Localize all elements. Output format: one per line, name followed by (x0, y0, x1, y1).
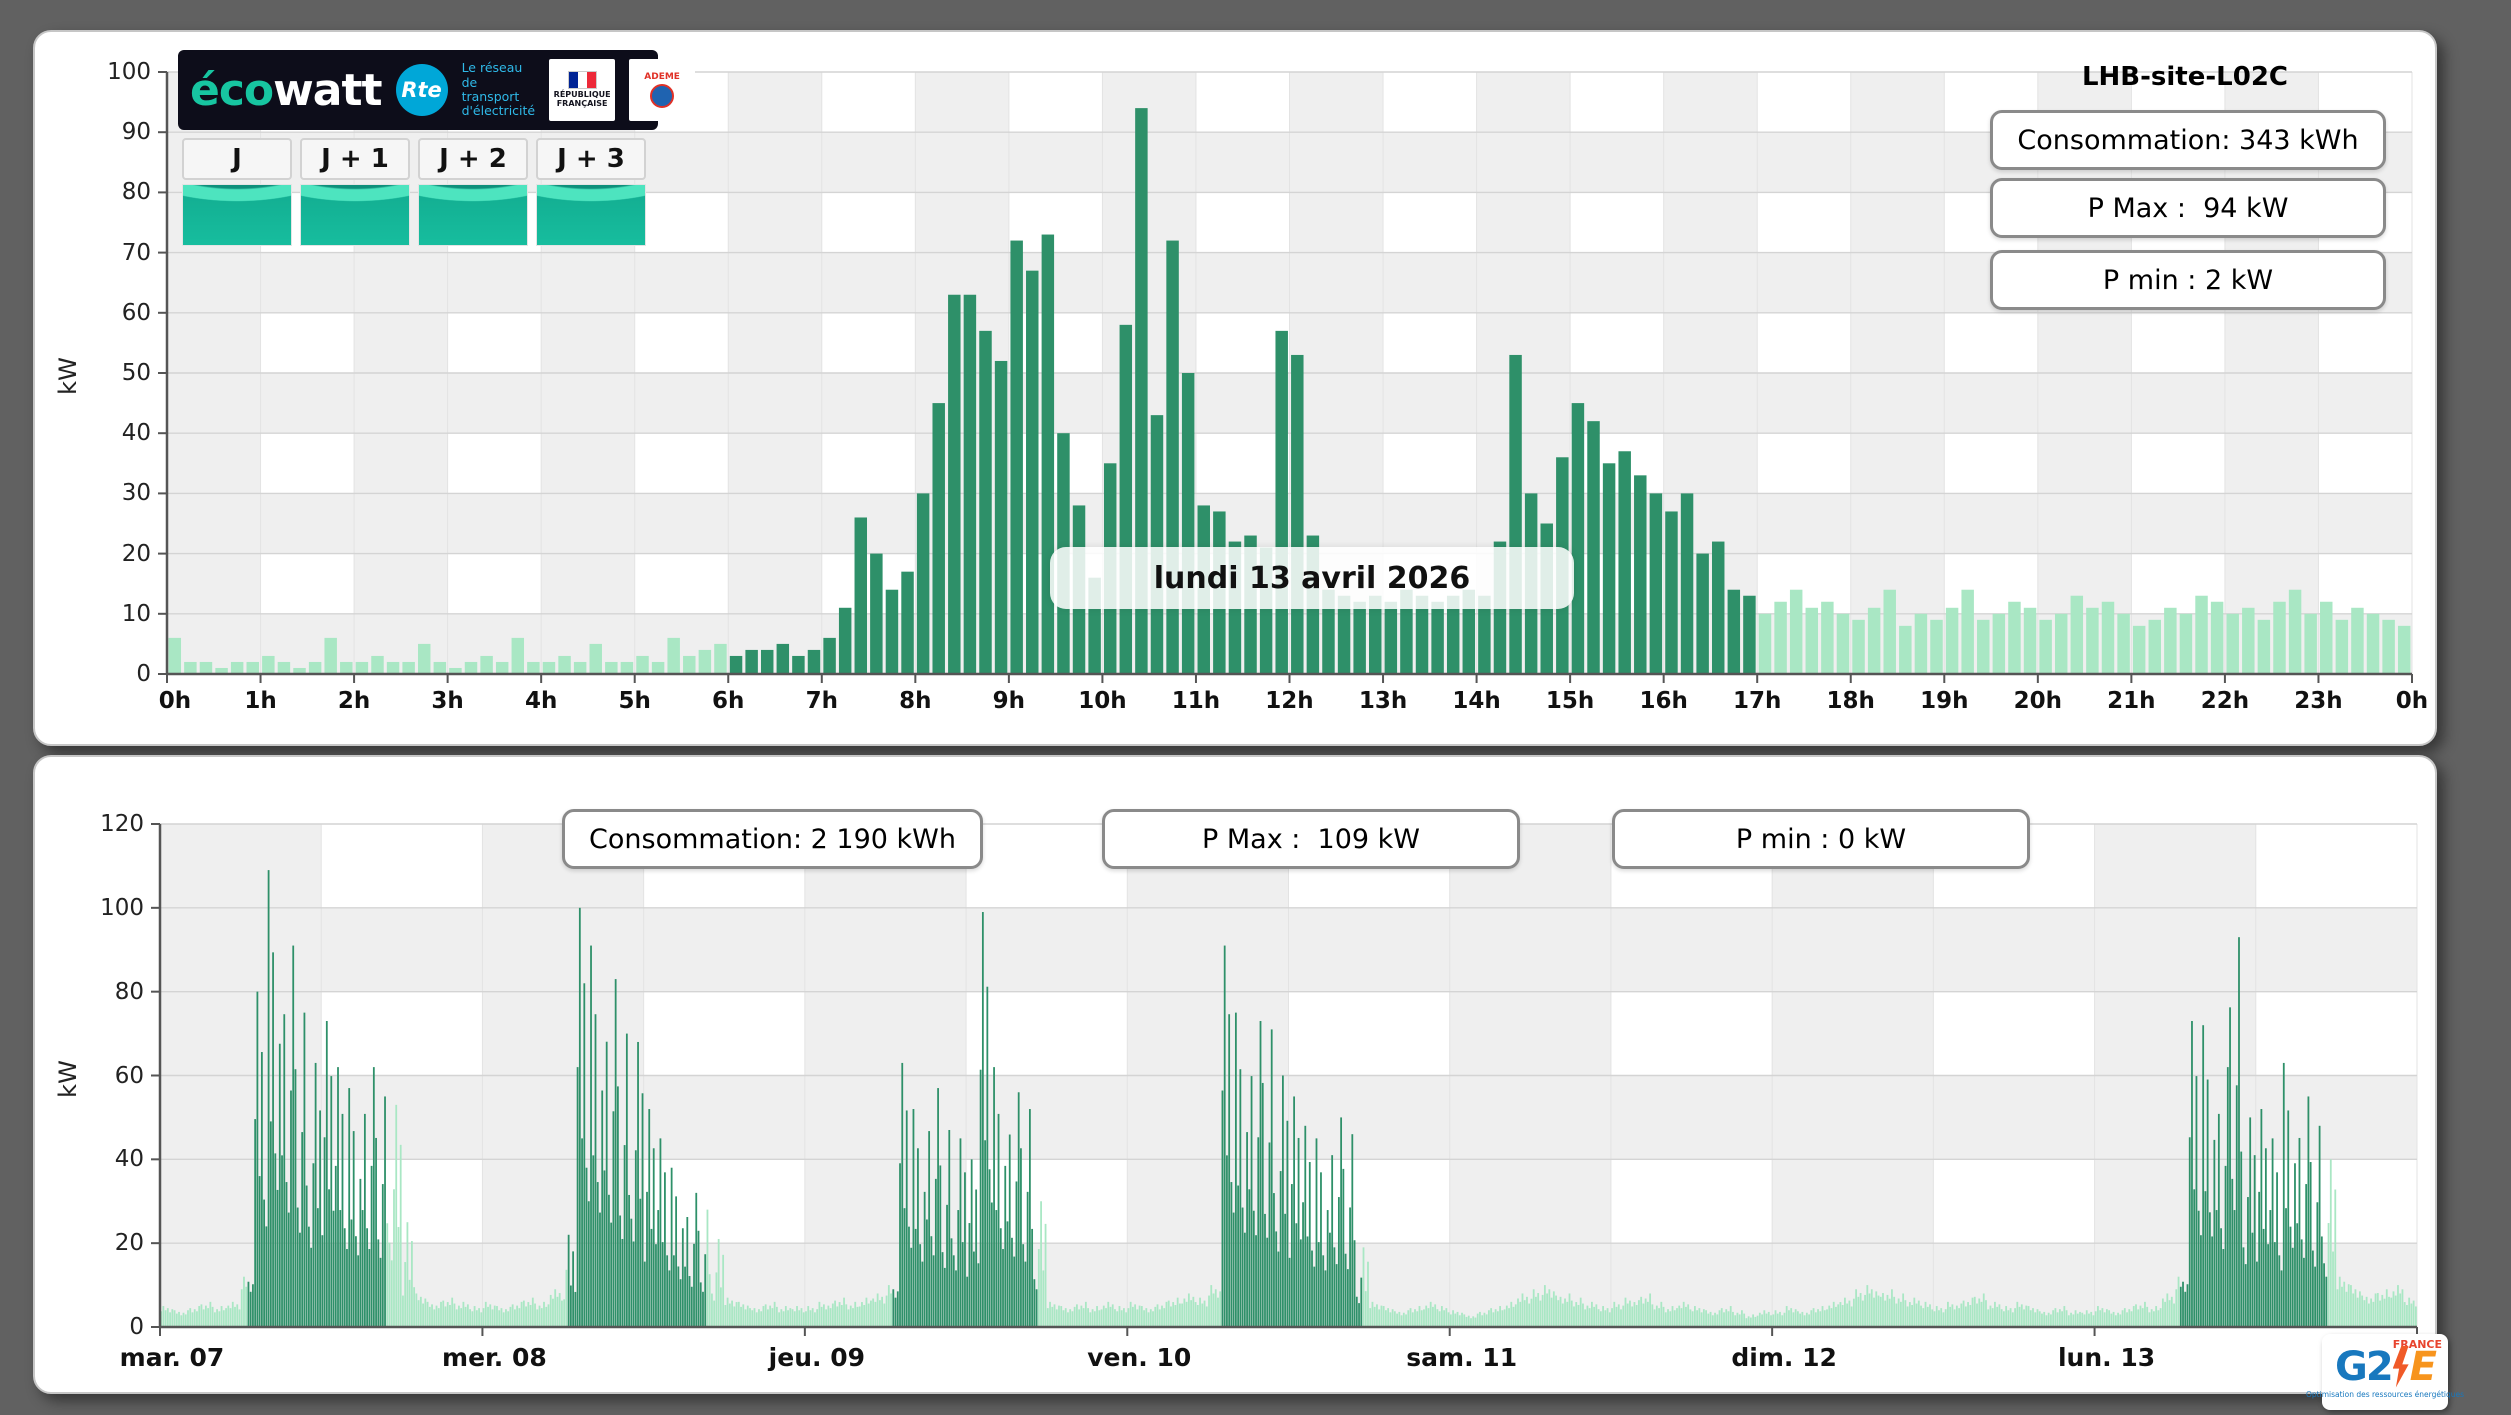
week-consumption-badge: Consommation: 2 190 kWh (562, 809, 983, 869)
republique-francaise-logo: RÉPUBLIQUE FRANÇAISE (549, 59, 616, 121)
ademe-globe-icon (650, 84, 675, 108)
ecowatt-forecast-tile-j2[interactable] (418, 184, 528, 246)
day-chart-canvas[interactable] (158, 71, 2413, 683)
ecowatt-forecast-tile-j1[interactable] (300, 184, 410, 246)
g2e-tagline: Optimisation des ressources énergétiques (2306, 1389, 2465, 1399)
rte-tagline: Le réseau de transport d'électricité (461, 60, 536, 119)
week-chart-plot-area[interactable] (151, 823, 2418, 1336)
week-y-axis-title: kW (53, 1060, 82, 1098)
day-y-axis-title: kW (53, 357, 82, 395)
day-consumption-badge: Consommation: 343 kWh (1990, 110, 2386, 170)
day-pmax-badge: P Max : 94 kW (1990, 178, 2386, 238)
ecowatt-forecast-tile-j3[interactable] (536, 184, 646, 246)
day-button-j1[interactable]: J + 1 (300, 138, 410, 180)
day-pmin-badge: P min : 2 kW (1990, 250, 2386, 310)
day-button-j3[interactable]: J + 3 (536, 138, 646, 180)
site-title: LHB-site-L02C (2081, 62, 2288, 92)
day-chart-panel: kW écowatt Rte Le réseau de transport d'… (33, 30, 2437, 746)
french-flag-icon (567, 71, 597, 90)
ecowatt-logo: écowatt Rte Le réseau de transport d'éle… (178, 50, 696, 130)
rte-logo-icon: Rte (395, 64, 448, 116)
ecowatt-forecast-tile-j[interactable] (182, 184, 292, 246)
week-pmax-badge: P Max : 109 kW (1102, 809, 1520, 869)
g2e-france-logo: FRANCE G2 E Optimisation des ressources … (2306, 1334, 2464, 1410)
day-chart-plot-area[interactable] (158, 71, 2413, 683)
lightning-bolt-icon (2392, 1345, 2409, 1388)
week-chart-panel: kW Consommation: 2 190 kWh P Max : 109 k… (33, 755, 2464, 1410)
day-button-j2[interactable]: J + 2 (418, 138, 528, 180)
ecowatt-wordmark: écowatt (190, 64, 383, 116)
week-chart-canvas[interactable] (151, 823, 2418, 1336)
day-button-j[interactable]: J (182, 138, 292, 180)
date-label: lundi 13 avril 2026 (1050, 547, 1574, 609)
g2e-france-label: FRANCE (2392, 1338, 2442, 1351)
ademe-logo: ADEME (629, 59, 696, 121)
week-pmin-badge: P min : 0 kW (1612, 809, 2030, 869)
